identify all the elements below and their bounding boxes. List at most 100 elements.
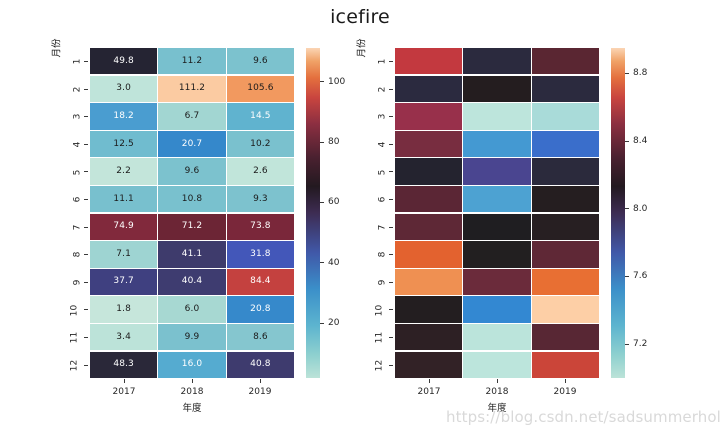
y-tick-mark: [389, 281, 393, 283]
heatmap-cell: 1.8 10: [70, 296, 158, 323]
y-tick-mark: [389, 171, 393, 173]
heatmap-grid-right[interactable]: 1 2 3 4 5 6 7 8 9 10 11 12: [375, 48, 599, 378]
y-axis-title-left: 月份: [51, 38, 63, 58]
heatmap-cell: [463, 103, 531, 130]
heatmap-cell: [463, 268, 531, 296]
heatmap-cell: 4: [378, 130, 463, 158]
heatmap-cell: 84.4: [226, 268, 294, 296]
heatmap-cell: 9.6: [226, 48, 294, 75]
heatmap-cell: 14.5: [226, 103, 294, 130]
heatmap-cell: 111.2: [158, 75, 226, 102]
watermark: https://blog.csdn.net/sadsummerholiday: [446, 408, 720, 426]
y-tick-label: 10: [69, 304, 80, 316]
heatmap-cell: 16.0: [158, 351, 226, 378]
heatmap-cell: 9.6: [158, 158, 226, 185]
heatmap-cell: [531, 75, 599, 102]
y-tick-mark: [389, 336, 393, 338]
y-tick-mark: [389, 198, 393, 200]
heatmap-cell: 37.7 9: [73, 268, 158, 296]
heatmap-cell: 105.6: [226, 75, 294, 102]
heatmap-cell: [463, 158, 531, 185]
x-axis-title-left: 年度: [182, 403, 202, 414]
colorbar-ticks-left: 20 40 60 80 100: [320, 48, 366, 378]
y-tick-label: 8: [72, 252, 83, 258]
heatmap-cell: [463, 130, 531, 158]
heatmap-cell: 12: [375, 351, 463, 378]
heatmap-cell: 73.8: [226, 213, 294, 240]
y-tick-mark: [84, 198, 88, 200]
y-tick-mark: [84, 364, 88, 366]
heatmap-cell: [463, 241, 531, 268]
y-tick-label: 2: [377, 86, 388, 93]
heatmap-cell: [531, 48, 599, 75]
x-tick-labels-left: 2017 2018 2019: [90, 378, 294, 397]
heatmap-cell: [463, 75, 531, 102]
heatmap-cell: 6.0: [158, 296, 226, 323]
y-tick-mark: [84, 171, 88, 173]
heatmap-cell: [531, 185, 599, 213]
y-tick-label: 11: [69, 331, 80, 344]
heatmap-cell: 10: [375, 296, 463, 323]
x-tick-label: 2018: [463, 378, 531, 397]
heatmap-cell: 8.6: [226, 323, 294, 351]
y-tick-mark: [84, 254, 88, 256]
heatmap-cell: 9.3: [226, 185, 294, 213]
y-tick-label: 6: [72, 196, 83, 203]
heatmap-cell: [531, 130, 599, 158]
heatmap-cell: 12.5 4: [73, 130, 158, 158]
heatmap-cell: 40.8: [226, 351, 294, 378]
y-tick-mark: [84, 226, 88, 228]
colorbar-right[interactable]: 7.2 7.6 8.0 8.4 8.8: [611, 48, 647, 378]
y-tick-label: 11: [374, 331, 385, 344]
heatmap-cell: [531, 103, 599, 130]
heatmap-cell: 2.6: [226, 158, 294, 185]
heatmap-cell: 31.8: [226, 241, 294, 268]
heatmap-cell: 6: [378, 185, 463, 213]
heatmap-cell: 10.8: [158, 185, 226, 213]
heatmap-cell: [463, 296, 531, 323]
heatmap-cell: 2: [378, 75, 463, 102]
heatmap-cell: [463, 213, 531, 240]
heatmap-cell: [531, 241, 599, 268]
y-tick-mark: [389, 116, 393, 118]
y-tick-mark: [84, 143, 88, 145]
x-tick-labels-right: 2017 2018 2019: [395, 378, 599, 397]
y-tick-mark: [389, 309, 393, 311]
heatmap-cell: 7.1 8: [73, 241, 158, 268]
heatmap-cell: [531, 158, 599, 185]
heatmap-cell: 3.0 2: [73, 75, 158, 102]
y-tick-label: 1: [377, 58, 388, 65]
heatmap-cell: 5: [378, 158, 463, 185]
y-tick-mark: [84, 336, 88, 338]
heatmap-cell: 49.8 1: [73, 48, 158, 75]
y-tick-label: 2: [72, 86, 83, 93]
heatmap-cell: 11.2: [158, 48, 226, 75]
heatmap-cell: 2.2 5: [73, 158, 158, 185]
y-tick-label: 3: [377, 114, 388, 120]
heatmap-cell: 10.2: [226, 130, 294, 158]
heatmap-cell: 48.3 12: [70, 351, 158, 378]
heatmap-cell: 6.7: [158, 103, 226, 130]
heatmap-cell: 7: [378, 213, 463, 240]
heatmap-grid-left[interactable]: 49.8 1 11.2 9.6 3.0 2 111.2 105.6 18.2 3 6.7 14.5 12…: [70, 48, 294, 378]
heatmap-cell: 11: [375, 323, 463, 351]
colorbar-gradient-left: [306, 48, 320, 378]
y-tick-label: 10: [374, 304, 385, 316]
y-tick-mark: [389, 61, 393, 62]
y-tick-label: 7: [72, 224, 83, 231]
heatmap-cell: [463, 48, 531, 75]
y-tick-mark: [389, 226, 393, 228]
heatmap-cell: 71.2: [158, 213, 226, 240]
heatmap-cell: 40.4: [158, 268, 226, 296]
x-tick-label: 2019: [531, 378, 599, 397]
figure-title: icefire: [330, 6, 390, 28]
y-tick-label: 12: [374, 359, 385, 372]
y-tick-label: 9: [72, 279, 83, 286]
heatmap-cell: [531, 323, 599, 351]
y-tick-mark: [389, 143, 393, 145]
colorbar-left[interactable]: 20 40 60 80 100: [306, 48, 345, 378]
heatmap-cell: [531, 268, 599, 296]
heatmap-cell: 9: [378, 268, 463, 296]
heatmap-cell: 20.8: [226, 296, 294, 323]
